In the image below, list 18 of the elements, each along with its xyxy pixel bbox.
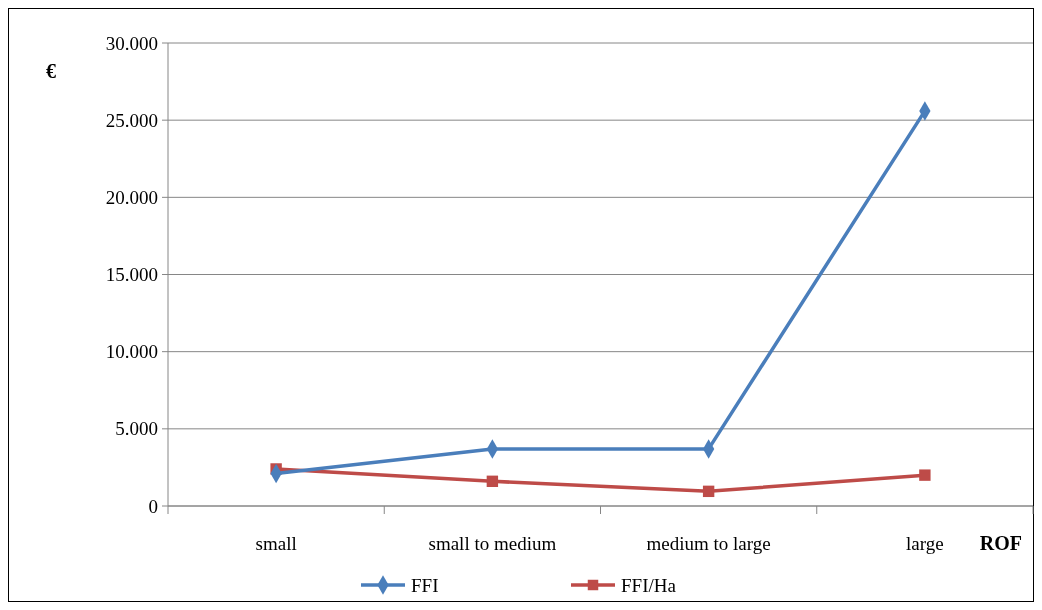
point: [486, 475, 499, 488]
y-tick-label: 10.000: [105, 341, 158, 363]
legend-label: FFI: [411, 574, 439, 596]
y-tick-label: 25.000: [105, 109, 158, 131]
y-tick-label: 5.000: [115, 418, 158, 440]
y-tick-label: 30.000: [105, 32, 158, 54]
y-tick-label: 20.000: [105, 186, 158, 208]
x-axis-title: ROF: [979, 532, 1022, 554]
point: [702, 485, 715, 498]
y-axis-title: €: [46, 60, 56, 82]
legend-label: FFI/Ha: [621, 574, 677, 596]
x-tick-label: small to medium: [428, 533, 557, 554]
y-tick-label: 15.000: [105, 264, 158, 286]
point: [919, 469, 931, 481]
x-tick-label: large: [906, 533, 944, 554]
x-tick-label: small: [255, 533, 297, 554]
x-tick-label: medium to large: [646, 533, 771, 554]
y-tick-label: 0: [148, 495, 158, 517]
